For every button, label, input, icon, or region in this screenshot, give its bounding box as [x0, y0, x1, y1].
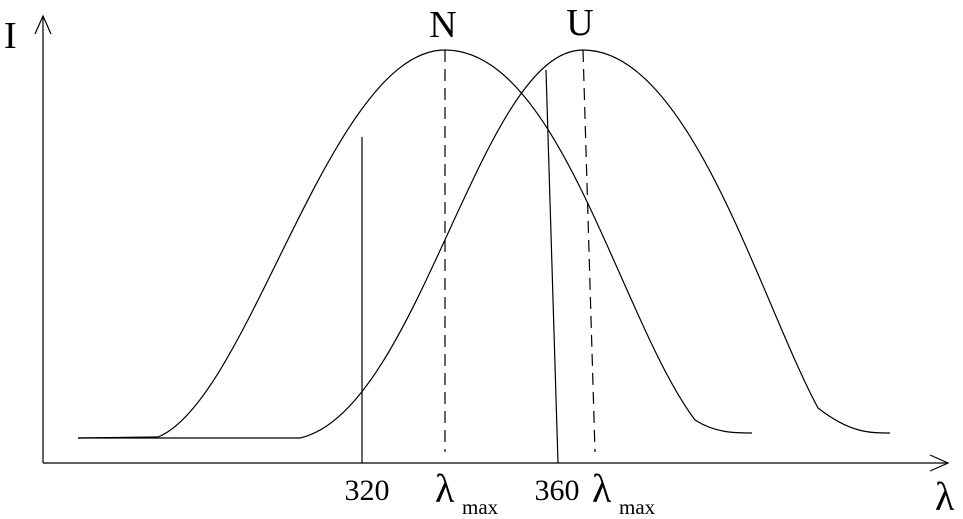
curve-u — [78, 49, 891, 439]
y-axis-arrow — [34, 14, 52, 35]
curve-label: U — [566, 2, 593, 44]
peak-subscript: max — [462, 495, 499, 519]
marker-line — [545, 69, 559, 464]
x-axis-label: λ — [935, 474, 955, 519]
peak-symbol: λ — [592, 466, 612, 511]
y-axis-label: I — [4, 15, 17, 57]
curve-label: N — [429, 4, 456, 46]
marker-label: 320 — [345, 474, 390, 507]
peak-symbol: λ — [435, 466, 455, 511]
x-axis-arrow — [929, 454, 950, 472]
marker-label: 360 — [535, 474, 580, 507]
curve-n — [77, 49, 753, 439]
peak-subscript: max — [619, 495, 656, 519]
peak-line — [582, 49, 596, 453]
